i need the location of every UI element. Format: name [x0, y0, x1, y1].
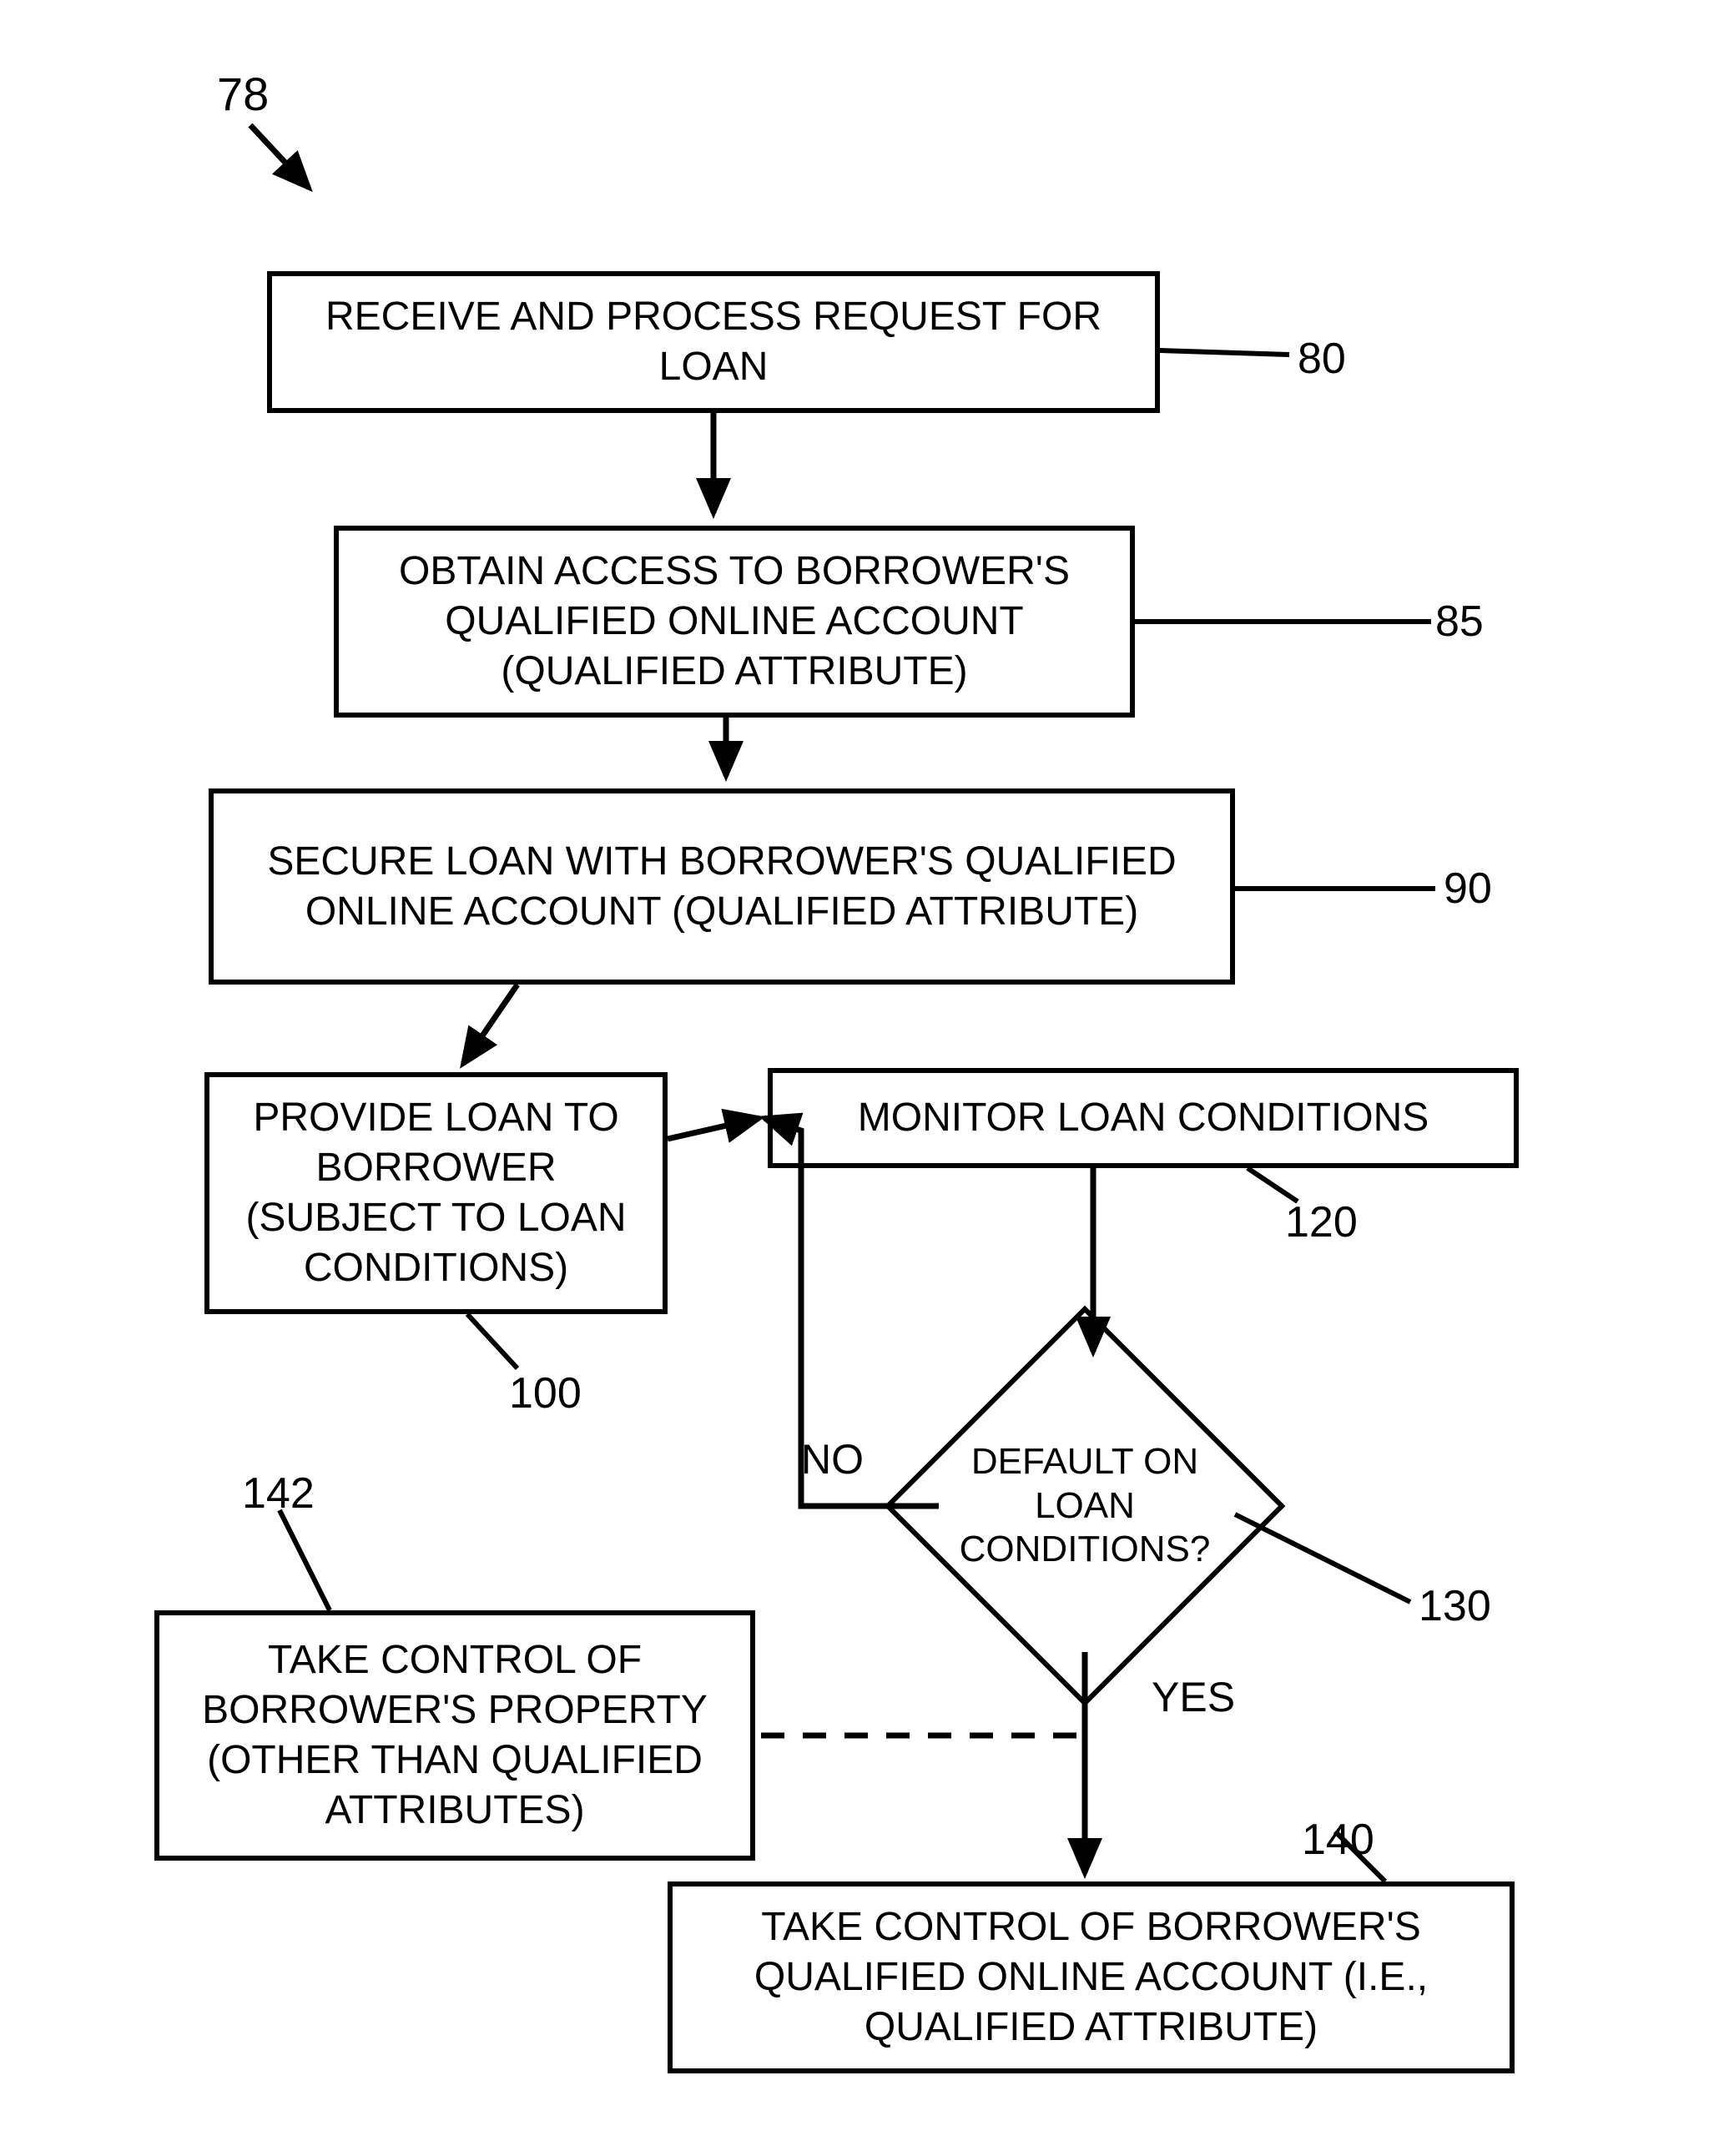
- node-obtain-access: OBTAIN ACCESS TO BORROWER'S QUALIFIED ON…: [334, 526, 1135, 718]
- node-take-control-property: TAKE CONTROL OF BORROWER'S PROPERTY (OTH…: [154, 1610, 755, 1861]
- node-secure-loan: SECURE LOAN WITH BORROWER'S QUALIFIED ON…: [209, 788, 1235, 985]
- diamond-text: DEFAULT ON LOAN CONDITIONS?: [943, 1364, 1227, 1648]
- node-text: RECEIVE AND PROCESS REQUEST FOR LOAN: [289, 292, 1138, 392]
- ref-130: 130: [1419, 1581, 1491, 1631]
- node-take-control-account: TAKE CONTROL OF BORROWER'S QUALIFIED ONL…: [668, 1881, 1515, 2073]
- node-text: SECURE LOAN WITH BORROWER'S QUALIFIED ON…: [230, 837, 1213, 937]
- ref-80: 80: [1298, 334, 1346, 384]
- ref-100: 100: [509, 1368, 582, 1418]
- node-text: OBTAIN ACCESS TO BORROWER'S QUALIFIED ON…: [355, 547, 1113, 697]
- figure-ref-label: 78: [217, 67, 269, 121]
- node-text: MONITOR LOAN CONDITIONS: [858, 1093, 1429, 1143]
- node-receive-request: RECEIVE AND PROCESS REQUEST FOR LOAN: [267, 271, 1160, 413]
- ref-120: 120: [1285, 1197, 1358, 1247]
- ref-142: 142: [242, 1468, 315, 1519]
- edge-label-yes: YES: [1152, 1673, 1235, 1721]
- decision-default: DEFAULT ON LOAN CONDITIONS?: [943, 1364, 1227, 1648]
- node-text: PROVIDE LOAN TO BORROWER (SUBJECT TO LOA…: [226, 1093, 646, 1293]
- ref-90: 90: [1444, 864, 1492, 914]
- node-monitor-conditions: MONITOR LOAN CONDITIONS: [768, 1068, 1519, 1168]
- node-provide-loan: PROVIDE LOAN TO BORROWER (SUBJECT TO LOA…: [204, 1072, 668, 1314]
- edge-label-no: NO: [801, 1435, 864, 1484]
- ref-85: 85: [1435, 597, 1484, 647]
- node-text: TAKE CONTROL OF BORROWER'S PROPERTY (OTH…: [176, 1635, 733, 1836]
- ref-140: 140: [1302, 1815, 1374, 1865]
- node-text: TAKE CONTROL OF BORROWER'S QUALIFIED ONL…: [689, 1902, 1493, 2053]
